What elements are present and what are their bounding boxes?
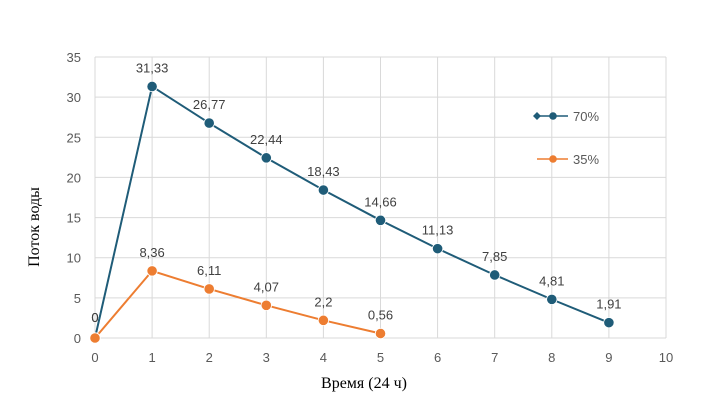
x-tick-label: 9 — [605, 350, 612, 365]
y-tick-label: 30 — [67, 90, 81, 105]
data-label: 7,85 — [482, 249, 507, 264]
y-tick-label: 15 — [67, 211, 81, 226]
data-label: 26,77 — [193, 97, 226, 112]
legend-circle-marker — [549, 155, 557, 163]
y-tick-label: 5 — [74, 291, 81, 306]
data-point — [546, 293, 558, 305]
data-label: 6,11 — [197, 263, 221, 278]
x-tick-label: 4 — [320, 350, 327, 365]
legend: 70% 35% — [533, 109, 599, 167]
x-tick-label: 2 — [206, 350, 213, 365]
legend-label: 35% — [573, 152, 599, 167]
data-point — [317, 314, 329, 326]
y-tick-label: 10 — [67, 251, 81, 266]
legend-label: 70% — [573, 109, 599, 124]
series-line-1 — [94, 269, 381, 339]
data-label: 4,81 — [539, 273, 564, 288]
y-axis-tick-labels: 0 5 10 15 20 25 30 35 — [67, 50, 81, 346]
y-tick-label: 35 — [67, 50, 81, 65]
x-tick-label: 10 — [659, 350, 673, 365]
data-point — [317, 184, 329, 196]
x-tick-label: 6 — [434, 350, 441, 365]
data-point — [431, 243, 444, 255]
data-point — [146, 265, 158, 277]
data-point — [489, 269, 501, 281]
data-label: 8,36 — [139, 245, 164, 260]
y-tick-label: 20 — [67, 170, 81, 185]
data-point — [260, 299, 272, 311]
data-point — [203, 283, 215, 295]
series-line-0 — [94, 84, 610, 339]
legend-diamond-marker — [533, 112, 541, 120]
x-tick-label: 8 — [548, 350, 555, 365]
data-point — [89, 332, 101, 344]
data-label: 22,44 — [250, 132, 283, 147]
data-point — [146, 80, 158, 93]
legend-circle-marker — [549, 112, 557, 120]
x-axis-tick-labels: 0 1 2 3 4 5 6 7 8 9 10 — [91, 350, 673, 365]
x-tick-label: 7 — [491, 350, 498, 365]
data-point — [374, 327, 387, 340]
series-lines — [94, 84, 610, 339]
data-label: 31,33 — [136, 60, 169, 75]
data-label: 0 — [91, 310, 98, 325]
data-point — [603, 317, 615, 329]
data-point — [260, 152, 272, 164]
data-labels: 0 31,33 26,77 22,44 18,43 14,66 11,13 7,85 4,81 1… — [91, 60, 621, 325]
data-label: 11,13 — [422, 223, 454, 238]
y-axis-title: Поток воды — [26, 187, 43, 267]
data-label: 4,07 — [254, 279, 279, 294]
data-label: 2,2 — [314, 294, 332, 309]
x-tick-label: 0 — [91, 350, 98, 365]
series-points — [89, 80, 615, 344]
data-label: 0 — [91, 310, 98, 325]
data-label: 18,43 — [307, 164, 340, 179]
x-tick-label: 1 — [148, 350, 155, 365]
x-axis-title: Время (24 ч) — [321, 375, 407, 392]
data-label: 0,56 — [368, 308, 393, 323]
data-label: 1,91 — [596, 297, 621, 312]
x-tick-label: 5 — [377, 350, 384, 365]
x-tick-label: 3 — [263, 350, 270, 365]
data-point — [374, 214, 387, 226]
y-tick-label: 0 — [74, 331, 81, 346]
data-label: 14,66 — [364, 194, 397, 209]
data-point — [203, 117, 215, 129]
y-tick-label: 25 — [67, 130, 81, 145]
